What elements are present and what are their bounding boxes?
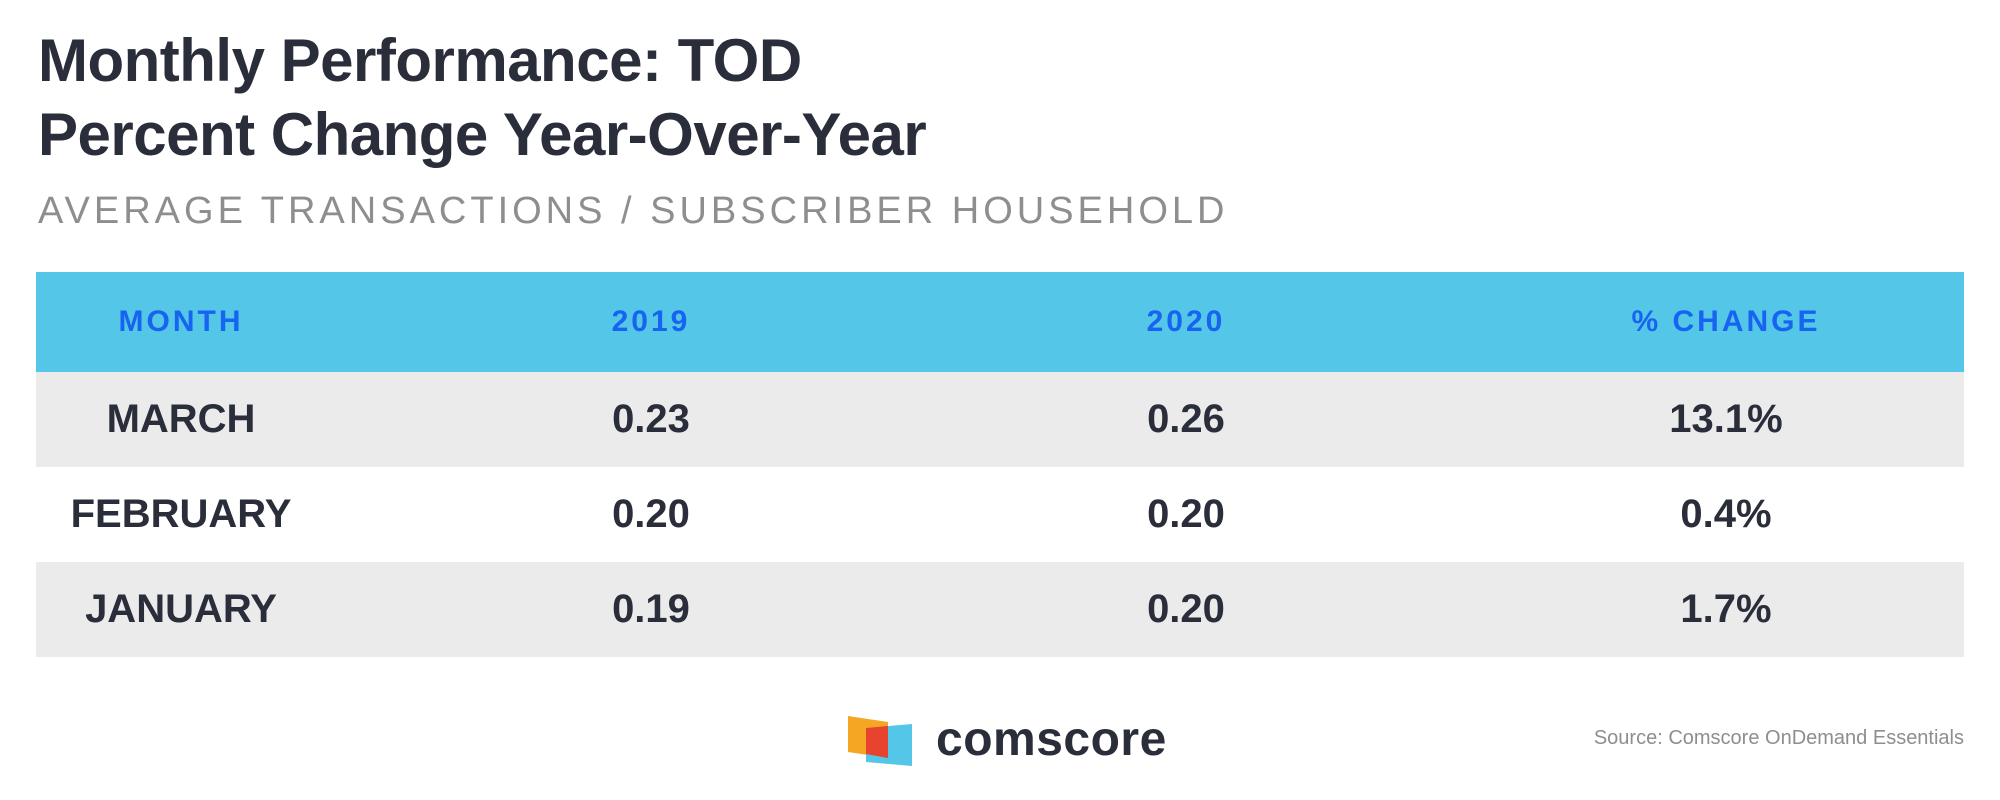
- table-row: JANUARY 0.19 0.20 1.7%: [36, 562, 1964, 657]
- table-row: FEBRUARY 0.20 0.20 0.4%: [36, 467, 1964, 562]
- cell-2020: 0.26: [1147, 397, 1225, 441]
- chart-subtitle: AVERAGE TRANSACTIONS / SUBSCRIBER HOUSEH…: [38, 190, 1229, 232]
- cell-pct-change: 0.4%: [1680, 492, 1772, 536]
- data-table: MONTH 2019 2020 % CHANGE MARCH 0.23 0.26…: [36, 272, 1964, 657]
- cell-pct-change: 13.1%: [1669, 397, 1783, 441]
- cell-month: JANUARY: [85, 587, 277, 631]
- chart-title-line-1: Monthly Performance: TOD: [38, 27, 802, 94]
- header-pct-change: % CHANGE: [1631, 305, 1821, 338]
- cell-2019: 0.23: [612, 397, 690, 441]
- cell-pct-change: 1.7%: [1680, 587, 1772, 631]
- chart-title-line-2: Percent Change Year-Over-Year: [38, 101, 927, 168]
- table-row: MARCH 0.23 0.26 13.1%: [36, 372, 1964, 467]
- header-2020: 2020: [1146, 305, 1226, 338]
- chart-title: Monthly Performance: TOD Percent Change …: [38, 24, 927, 172]
- cell-2020: 0.20: [1147, 492, 1225, 536]
- header-month: MONTH: [118, 305, 244, 338]
- cell-2020: 0.20: [1147, 587, 1225, 631]
- cell-2019: 0.19: [612, 587, 690, 631]
- source-note: Source: Comscore OnDemand Essentials: [1593, 727, 1964, 749]
- table-header-row: MONTH 2019 2020 % CHANGE: [36, 272, 1964, 372]
- comscore-logo: comscore: [848, 712, 1167, 767]
- comscore-logo-text: comscore: [936, 713, 1167, 766]
- cell-month: MARCH: [106, 397, 256, 441]
- comscore-logo-icon: [848, 715, 912, 766]
- header-2019: 2019: [611, 305, 691, 338]
- cell-2019: 0.20: [612, 492, 690, 536]
- cell-month: FEBRUARY: [70, 492, 292, 536]
